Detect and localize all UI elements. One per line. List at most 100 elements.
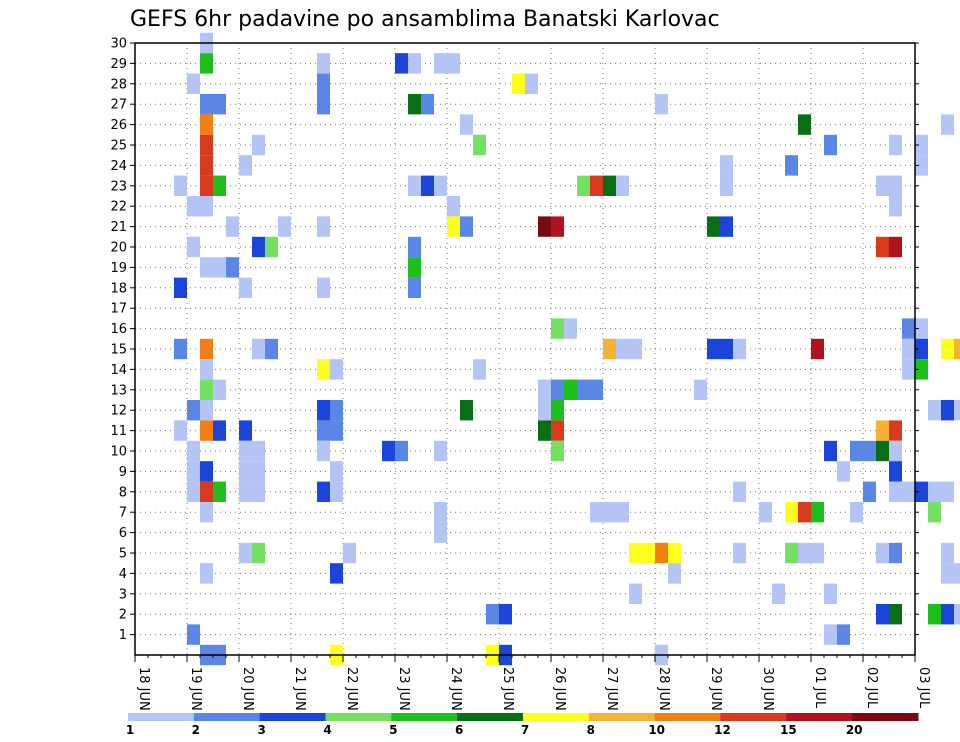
x-tick-label: 03 JUL — [916, 667, 931, 709]
precip-cell — [252, 134, 265, 156]
precip-cell — [811, 542, 824, 564]
precip-cell — [200, 379, 213, 400]
legend-label: 4 — [323, 723, 331, 737]
precip-cell — [538, 420, 551, 441]
precip-cell — [616, 175, 629, 196]
precip-cell — [772, 583, 785, 604]
precip-cell — [889, 196, 902, 217]
precip-cell — [213, 257, 226, 278]
y-tick-label: 6 — [119, 526, 127, 541]
precip-cell — [317, 277, 330, 298]
precip-cell — [603, 338, 616, 360]
precip-cell — [200, 563, 213, 584]
precip-cell — [941, 338, 954, 360]
legend-label: 5 — [389, 723, 397, 737]
precip-cell — [434, 53, 447, 74]
precip-cell — [642, 542, 655, 564]
precip-cell — [200, 175, 213, 196]
precip-cell — [447, 53, 460, 74]
precip-cell — [876, 420, 889, 441]
precip-cell — [954, 604, 960, 625]
x-tick-label: 21 JUN — [292, 667, 307, 711]
precip-cell — [551, 216, 564, 237]
precip-cell — [200, 114, 213, 135]
precip-cell — [213, 94, 226, 115]
precip-cell — [798, 502, 811, 523]
precip-cell — [941, 604, 954, 625]
precip-cell — [200, 134, 213, 156]
precip-cell — [590, 175, 603, 196]
precip-cell — [785, 542, 798, 564]
precip-cell — [408, 257, 421, 278]
precip-cell — [941, 114, 954, 135]
y-tick-label: 25 — [110, 139, 127, 154]
precip-cells — [174, 32, 960, 666]
legend-label: 20 — [846, 723, 863, 737]
precip-cell — [941, 400, 954, 421]
precip-cell — [694, 379, 707, 400]
x-tick-label: 26 JUN — [552, 667, 567, 711]
precip-cell — [473, 359, 486, 380]
x-tick-label: 27 JUN — [604, 667, 619, 711]
precip-cell — [889, 440, 902, 462]
x-axis-ticks: 18 JUN 19 JUN 20 JUN 21 JUN 22 JUN 23 JUN 24 J… — [134, 655, 931, 711]
y-tick-label: 15 — [110, 343, 127, 358]
precip-cell — [551, 440, 564, 462]
precip-cell — [707, 338, 720, 360]
precip-cell — [720, 216, 733, 237]
y-tick-label: 2 — [119, 608, 127, 623]
precip-cell — [551, 400, 564, 421]
precip-cell — [785, 502, 798, 523]
legend-swatch — [325, 713, 392, 721]
y-tick-label: 13 — [110, 383, 127, 398]
precip-cell — [876, 236, 889, 258]
precip-cell — [408, 175, 421, 196]
y-tick-label: 14 — [110, 363, 127, 378]
precip-cell — [499, 604, 512, 625]
precip-cell — [200, 359, 213, 380]
precip-cell — [954, 563, 960, 584]
precip-cell — [512, 73, 525, 94]
precip-cell — [330, 461, 343, 482]
precip-cell — [317, 481, 330, 502]
y-tick-label: 23 — [110, 179, 127, 194]
x-tick-label: 28 JUN — [656, 667, 671, 711]
precip-cell — [317, 94, 330, 115]
precip-cell — [551, 379, 564, 400]
precip-cell — [863, 481, 876, 502]
precip-cell — [317, 440, 330, 462]
precip-cell — [733, 542, 746, 564]
x-tick-label: 20 JUN — [240, 667, 255, 711]
precip-cell — [889, 236, 902, 258]
precip-cell — [460, 400, 473, 421]
legend-label: 8 — [587, 723, 595, 737]
y-tick-label: 21 — [110, 220, 127, 235]
precip-cell — [395, 440, 408, 462]
precip-cell — [447, 216, 460, 237]
precip-cell — [460, 114, 473, 135]
precip-cell — [187, 461, 200, 482]
precip-cell — [200, 155, 213, 176]
precip-cell — [954, 338, 960, 360]
precip-cell — [213, 481, 226, 502]
precip-cell — [785, 155, 798, 176]
precip-cell — [902, 318, 915, 339]
legend-swatch — [391, 713, 458, 721]
precip-cell — [421, 175, 434, 196]
precip-cell — [252, 481, 265, 502]
precip-cell — [317, 216, 330, 237]
precip-cell — [850, 440, 863, 462]
precip-cell — [265, 338, 278, 360]
x-tick-label: 01 JUL — [812, 667, 827, 709]
precip-cell — [187, 400, 200, 421]
precip-cell — [590, 502, 603, 523]
precip-cell — [954, 400, 960, 421]
y-tick-label: 18 — [110, 281, 127, 296]
precip-cell — [538, 216, 551, 237]
precip-cell — [239, 440, 252, 462]
precip-cell — [239, 155, 252, 176]
legend-label: 3 — [257, 723, 265, 737]
precip-cell — [603, 502, 616, 523]
x-tick-label: 24 JUN — [448, 667, 463, 711]
precip-cell — [239, 461, 252, 482]
